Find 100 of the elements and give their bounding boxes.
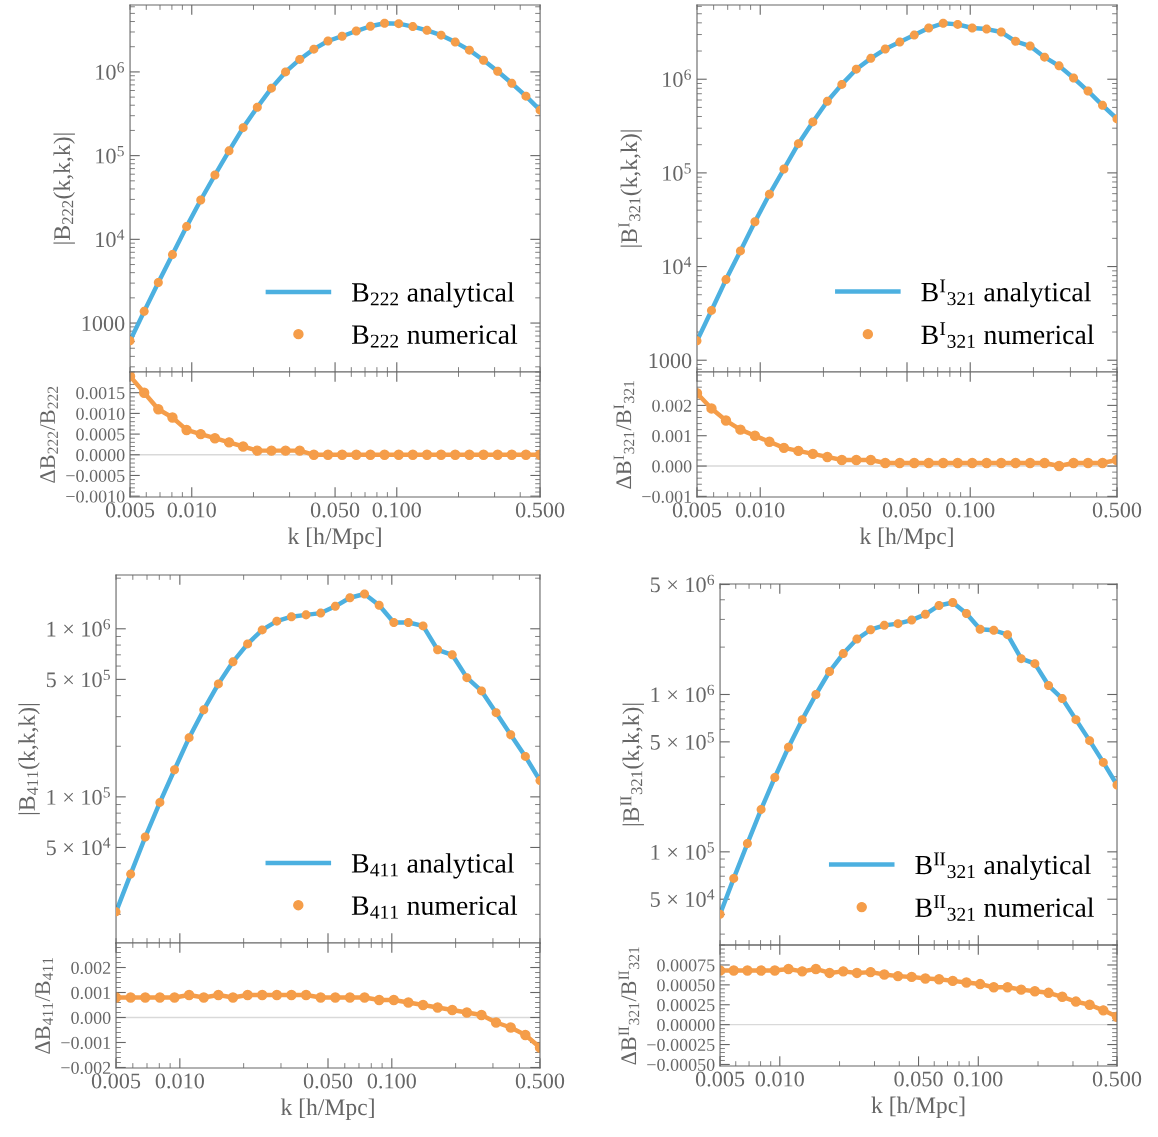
y-axis-title: ΔB$_{222}$/B$_{222}$ <box>40 386 58 483</box>
point <box>953 19 963 29</box>
point <box>227 992 239 1003</box>
point <box>330 992 341 1003</box>
point <box>388 994 400 1006</box>
point <box>167 250 177 260</box>
point <box>520 751 530 761</box>
point <box>811 689 821 699</box>
y-tick-label: 0.002 <box>652 399 692 412</box>
point <box>879 969 890 980</box>
point <box>507 78 517 88</box>
point <box>923 457 934 469</box>
point <box>1097 457 1108 469</box>
point <box>436 30 446 40</box>
point <box>720 415 732 426</box>
point <box>1015 984 1027 995</box>
point <box>209 433 221 444</box>
point <box>851 64 861 74</box>
point <box>447 1004 458 1016</box>
point <box>728 965 739 976</box>
point <box>989 625 999 635</box>
y-tick-label: 0.001 <box>71 986 111 1000</box>
point <box>996 27 1006 37</box>
point <box>417 999 429 1011</box>
y-tick-label: −0.002 <box>61 1061 111 1075</box>
point <box>851 454 862 466</box>
point <box>947 975 958 987</box>
point <box>403 618 413 627</box>
point <box>810 963 822 975</box>
point <box>505 1022 516 1033</box>
y-tick-label: 10$^{4}$ <box>96 229 125 248</box>
point <box>1054 61 1064 71</box>
point <box>351 449 362 460</box>
y-tick-label: 0.000 <box>652 460 692 473</box>
point <box>433 645 443 655</box>
point <box>462 673 472 683</box>
point <box>360 589 370 599</box>
point <box>981 457 992 469</box>
y-tick-label: −0.001 <box>642 490 692 503</box>
point <box>742 838 752 848</box>
x-tick-label: 0.500 <box>1092 502 1142 518</box>
point <box>933 974 945 985</box>
point <box>139 306 149 316</box>
point <box>967 23 977 33</box>
legend-label: B$_{222}$ numerical <box>352 324 518 348</box>
point <box>906 971 917 983</box>
point <box>228 657 238 667</box>
point <box>359 992 370 1003</box>
point <box>892 970 904 982</box>
point <box>974 978 986 990</box>
x-tick-label: 0.100 <box>946 502 995 518</box>
y-tick-label: 5 × 10$^{5}$ <box>650 732 714 750</box>
x-tick-label: 0.500 <box>515 502 565 518</box>
point <box>418 621 428 631</box>
point <box>301 610 311 620</box>
point <box>1043 987 1054 999</box>
point <box>464 45 474 55</box>
point <box>140 992 151 1003</box>
point <box>450 37 460 47</box>
y-tick-label: −0.00025 <box>647 1038 715 1052</box>
point <box>520 449 532 460</box>
point <box>1016 654 1026 664</box>
point <box>478 449 489 460</box>
point <box>155 797 165 807</box>
point <box>257 989 268 1001</box>
y-tick-label: 1 × 10$^{5}$ <box>651 842 714 860</box>
point <box>706 403 717 414</box>
legend-label: B$^{II}$$_{321}$ numerical <box>915 895 1094 921</box>
point <box>966 457 978 469</box>
y-tick-label: 0.0000 <box>76 449 125 462</box>
point <box>952 457 963 469</box>
y-tick-label: 5 × 10$^{5}$ <box>46 669 110 688</box>
point <box>1024 457 1036 469</box>
x-tick-label: 0.050 <box>303 1073 353 1089</box>
point <box>492 449 503 460</box>
point <box>1098 1005 1109 1016</box>
point <box>783 742 793 752</box>
point <box>300 989 312 1001</box>
point <box>1071 715 1081 725</box>
point <box>894 457 905 469</box>
point <box>224 146 234 156</box>
point <box>750 217 760 227</box>
point <box>1083 86 1093 96</box>
x-tick-label: 0.100 <box>372 502 421 518</box>
point <box>199 705 209 715</box>
point <box>880 44 890 54</box>
point <box>764 189 774 199</box>
point <box>982 24 992 34</box>
y-tick-label: 0.00050 <box>657 979 715 992</box>
legend-label: B$_{222}$ analytical <box>352 282 515 308</box>
point <box>408 22 418 32</box>
x-tick-label: 0.100 <box>367 1073 416 1089</box>
point <box>948 598 958 608</box>
point <box>461 1007 473 1018</box>
point <box>975 624 985 634</box>
point <box>169 992 180 1003</box>
point <box>1002 982 1013 993</box>
y-axis-title: ΔB$^{I}$$_{321}$/B$^{I}$$_{321}$ <box>613 381 635 489</box>
point <box>1098 757 1108 767</box>
point <box>345 593 355 603</box>
